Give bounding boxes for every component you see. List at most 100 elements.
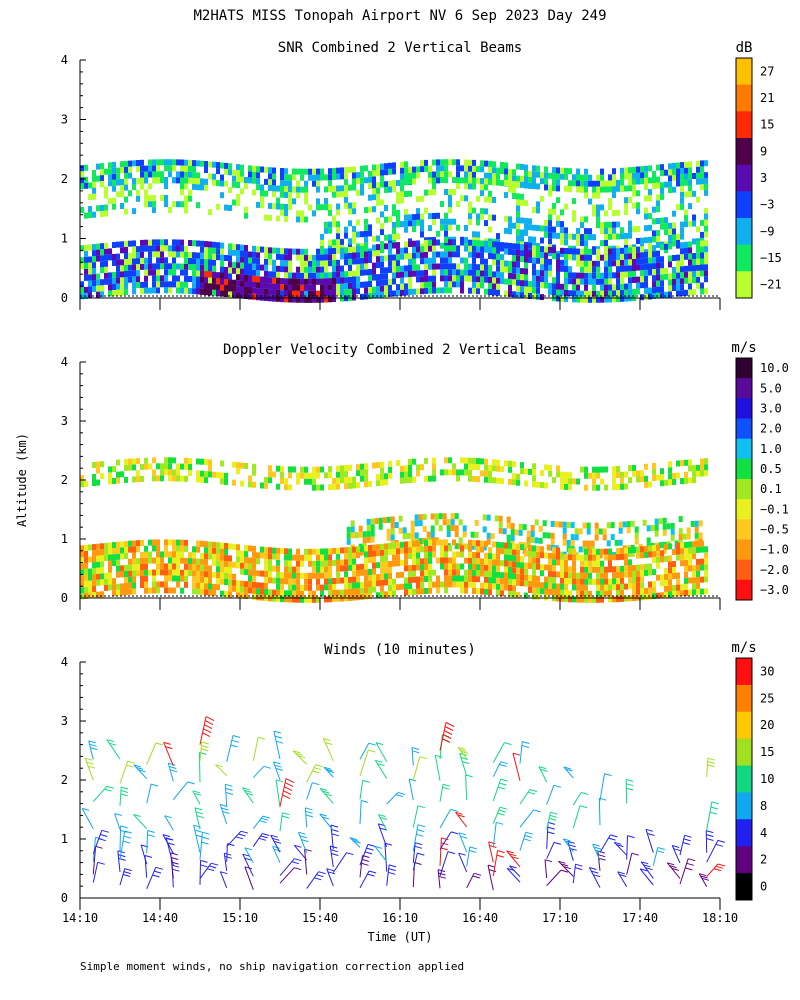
heatmap-cell (608, 584, 612, 591)
heatmap-cell (484, 582, 488, 589)
heatmap-cell (332, 590, 336, 596)
heatmap-cell (148, 195, 152, 202)
heatmap-cell (320, 278, 324, 285)
heatmap-cell (448, 545, 452, 552)
heatmap-cell (632, 565, 636, 571)
heatmap-cell (432, 213, 436, 219)
heatmap-cell (388, 585, 392, 591)
heatmap-cell (404, 265, 408, 272)
wind-barb-flag (275, 740, 284, 744)
heatmap-cell (346, 532, 351, 539)
heatmap-cell (680, 590, 684, 597)
heatmap-cell (680, 191, 684, 198)
heatmap-cell (292, 596, 296, 603)
heatmap-cell (212, 589, 216, 596)
heatmap-cell (484, 246, 488, 253)
heatmap-cell (200, 576, 204, 583)
heatmap-cell (500, 168, 504, 174)
heatmap-cell (204, 259, 208, 266)
heatmap-cell (260, 546, 264, 553)
heatmap-cell (172, 257, 176, 264)
heatmap-cell (336, 247, 340, 254)
heatmap-cell (196, 558, 200, 565)
heatmap-cell (584, 180, 588, 187)
heatmap-cell (136, 178, 140, 184)
heatmap-cell (336, 471, 340, 478)
wind-barb-flag (384, 842, 393, 846)
heatmap-cell (664, 229, 668, 236)
heatmap-cell (336, 283, 340, 290)
wind-barb-flag (81, 807, 90, 811)
heatmap-cell (698, 520, 703, 527)
wind-barb (198, 752, 201, 783)
heatmap-cell (344, 553, 348, 560)
heatmap-cell (568, 578, 572, 585)
heatmap-cell (116, 583, 120, 590)
colorbar-swatch (736, 559, 752, 581)
heatmap-cell (496, 589, 500, 596)
wind-barb-flag (124, 868, 132, 872)
wind-barb (332, 852, 347, 873)
wind-barb-flag (715, 865, 724, 869)
heatmap-cell (660, 217, 664, 224)
heatmap-cell (312, 484, 316, 491)
wind-barb (304, 807, 308, 828)
heatmap-cell (188, 189, 192, 196)
heatmap-cell (684, 553, 688, 560)
wind-barb-flag (669, 865, 677, 869)
heatmap-cell (404, 161, 408, 168)
heatmap-cell (336, 477, 340, 484)
heatmap-cell (116, 241, 120, 248)
heatmap-cell (464, 463, 468, 470)
heatmap-cell (344, 271, 348, 278)
wind-barb-flag (349, 837, 358, 841)
heatmap-cell (648, 195, 652, 202)
heatmap-cell (164, 257, 168, 264)
heatmap-cell (688, 253, 692, 260)
heatmap-cell (304, 266, 308, 273)
wind-barb-flag (511, 856, 519, 860)
heatmap-cell (588, 260, 592, 267)
heatmap-cell (488, 166, 492, 173)
heatmap-cell (602, 534, 607, 541)
heatmap-cell (584, 560, 588, 567)
heatmap-cell (664, 591, 668, 598)
heatmap-cell (156, 159, 160, 166)
heatmap-cell (376, 562, 380, 569)
heatmap-cell (616, 596, 620, 603)
heatmap-cell (636, 564, 640, 571)
panel-title: Winds (10 minutes) (324, 642, 476, 658)
heatmap-cell (496, 271, 500, 278)
heatmap-cell (676, 290, 680, 297)
wind-barb-flag (451, 831, 459, 835)
heatmap-cell (180, 587, 184, 594)
heatmap-cell (384, 279, 388, 286)
heatmap-cell (680, 554, 684, 561)
heatmap-cell (464, 165, 468, 172)
heatmap-cell (424, 540, 428, 546)
heatmap-cell (560, 233, 564, 240)
heatmap-cell (372, 586, 376, 593)
heatmap-cell (188, 195, 192, 202)
heatmap-cell (584, 174, 588, 181)
heatmap-cell (452, 551, 456, 558)
heatmap-cell (112, 478, 116, 484)
heatmap-cell (340, 253, 344, 260)
heatmap-cell (680, 221, 684, 228)
heatmap-cell (352, 582, 356, 589)
heatmap-cell (200, 258, 204, 265)
heatmap-cell (510, 523, 515, 529)
heatmap-cell (396, 215, 400, 222)
heatmap-cell (308, 278, 312, 285)
heatmap-cell (508, 278, 512, 285)
wind-barb (375, 742, 388, 762)
wind-barb (458, 853, 468, 873)
heatmap-cell (616, 180, 620, 186)
heatmap-cell (536, 551, 540, 558)
heatmap-cell (264, 282, 268, 289)
wind-barb (242, 853, 254, 877)
heatmap-cell (420, 570, 424, 577)
heatmap-cell (204, 459, 208, 466)
heatmap-cell (240, 556, 244, 563)
heatmap-cell (220, 548, 224, 555)
